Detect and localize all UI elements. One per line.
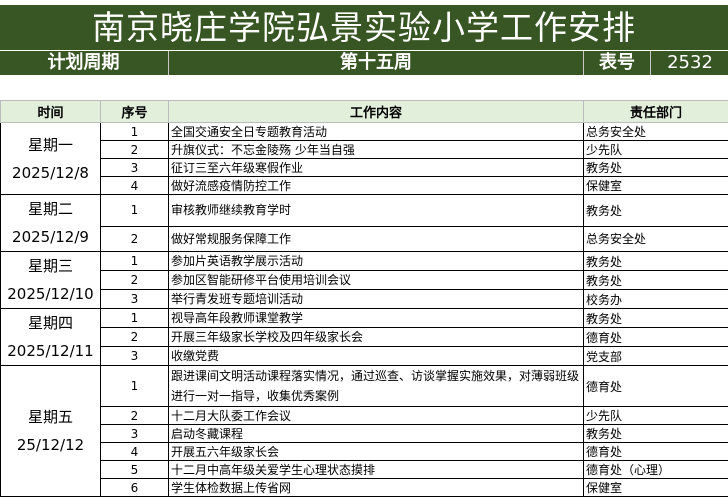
- item-number: 3: [101, 290, 169, 309]
- item-dept: 教务处: [584, 309, 728, 328]
- item-dept: 保健室: [584, 177, 728, 195]
- header-dept: 责任部门: [584, 101, 728, 123]
- item-number: 1: [101, 123, 169, 141]
- item-dept: 校务办: [584, 290, 728, 309]
- item-content: 审核教师继续教育学时: [169, 195, 584, 227]
- item-content: 举行青发班专题培训活动: [169, 290, 584, 309]
- plan-info-row: 计划周期 第十五周 表号 2532: [0, 51, 728, 75]
- item-number: 1: [101, 252, 169, 271]
- day-label: 星期一: [1, 131, 100, 159]
- plan-label: 计划周期: [0, 51, 167, 75]
- item-dept: 德育处: [584, 328, 728, 347]
- date-label: 25/12/12: [1, 431, 100, 459]
- item-dept: 德育处: [584, 443, 728, 461]
- header-no: 序号: [101, 101, 169, 123]
- item-content: 视导高年段教师课堂教学: [169, 309, 584, 328]
- item-number: 1: [101, 366, 169, 407]
- item-content: 开展三年级家长学校及四年级家长会: [169, 328, 584, 347]
- item-dept: 德育处（心理）: [584, 461, 728, 479]
- date-label: 2025/12/9: [1, 223, 100, 251]
- item-number: 3: [101, 425, 169, 443]
- date-label: 2025/12/11: [1, 337, 100, 365]
- item-content: 全国交通安全日专题教育活动: [169, 123, 584, 141]
- day-label: 星期五: [1, 403, 100, 431]
- item-content: 做好流感疫情防控工作: [169, 177, 584, 195]
- page-title: 南京晓庄学院弘景实验小学工作安排: [0, 5, 728, 50]
- date-label: 2025/12/8: [1, 159, 100, 187]
- item-dept: 教务处: [584, 425, 728, 443]
- item-content: 收缴党费: [169, 347, 584, 366]
- item-number: 5: [101, 461, 169, 479]
- item-dept: 教务处: [584, 159, 728, 177]
- header-time: 时间: [1, 101, 101, 123]
- item-dept: 少先队: [584, 407, 728, 425]
- date-label: 2025/12/10: [1, 280, 100, 308]
- item-number: 4: [101, 177, 169, 195]
- item-number: 2: [101, 407, 169, 425]
- item-content: 开展五六年级家长会: [169, 443, 584, 461]
- item-dept: 总务安全处: [584, 226, 728, 251]
- week-value: 第十五周: [168, 51, 583, 75]
- item-number: 1: [101, 195, 169, 227]
- item-number: 4: [101, 443, 169, 461]
- item-number: 3: [101, 159, 169, 177]
- item-number: 3: [101, 347, 169, 366]
- item-content: 学生体检数据上传省网: [169, 479, 584, 497]
- item-dept: 少先队: [584, 141, 728, 159]
- item-content: 启动冬藏课程: [169, 425, 584, 443]
- item-content: 十二月大队委工作会议: [169, 407, 584, 425]
- day-label: 星期二: [1, 195, 100, 223]
- day-label: 星期四: [1, 309, 100, 337]
- item-dept: 保健室: [584, 479, 728, 497]
- table-header-row: 时间 序号 工作内容 责任部门: [1, 101, 728, 123]
- item-content: 参加片英语教学展示活动: [169, 252, 584, 271]
- item-number: 6: [101, 479, 169, 497]
- item-number: 2: [101, 141, 169, 159]
- item-dept: 教务处: [584, 271, 728, 290]
- item-dept: 德育处: [584, 366, 728, 407]
- day-label: 星期三: [1, 252, 100, 280]
- item-content: 十二月中高年级关爱学生心理状态摸排: [169, 461, 584, 479]
- item-number: 2: [101, 226, 169, 251]
- item-content: 征订三至六年级寒假作业: [169, 159, 584, 177]
- item-dept: 教务处: [584, 195, 728, 227]
- item-number: 2: [101, 328, 169, 347]
- item-dept: 教务处: [584, 252, 728, 271]
- item-content: 升旗仪式：不忘金陵殇 少年当自强: [169, 141, 584, 159]
- item-content: 跟进课间文明活动课程落实情况，通过巡查、访谈掌握实施效果，对薄弱班级进行一对一指…: [169, 366, 584, 407]
- item-dept: 党支部: [584, 347, 728, 366]
- item-content: 参加区智能研修平台使用培训会议: [169, 271, 584, 290]
- item-content: 做好常规服务保障工作: [169, 226, 584, 251]
- item-dept: 总务安全处: [584, 123, 728, 141]
- header-content: 工作内容: [169, 101, 584, 123]
- item-number: 2: [101, 271, 169, 290]
- form-number: 2532: [650, 51, 728, 75]
- item-number: 1: [101, 309, 169, 328]
- form-label: 表号: [583, 51, 650, 75]
